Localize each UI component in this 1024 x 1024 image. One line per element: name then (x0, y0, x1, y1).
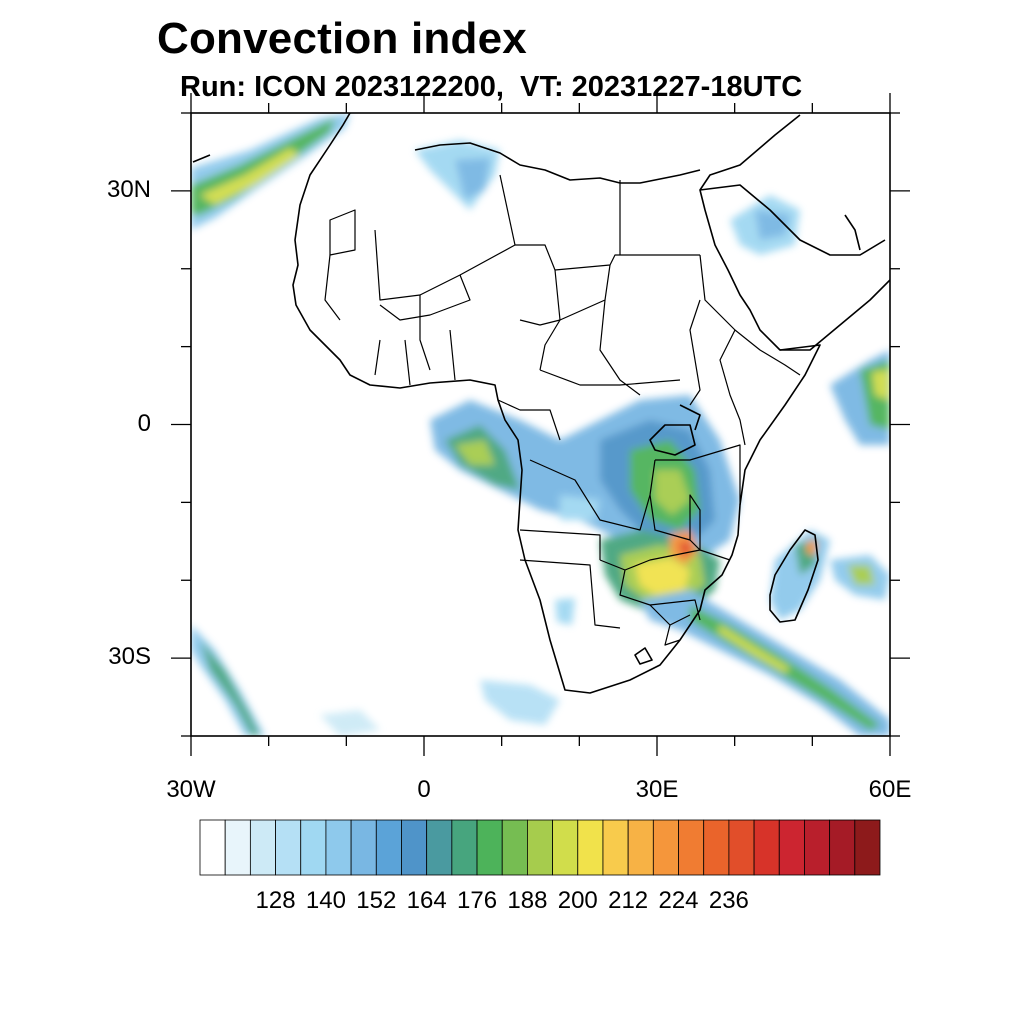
convection-field (191, 113, 890, 736)
y-tick-label: 30S (108, 643, 151, 671)
colorbar-swatch (804, 819, 831, 876)
colorbar-swatch (552, 819, 579, 876)
colorbar-swatch (426, 819, 453, 876)
x-tick-label: 60E (868, 776, 912, 803)
colorbar-swatch (829, 819, 856, 876)
coastlines (192, 113, 890, 694)
colorbar-label: 200 (557, 887, 598, 914)
colorbar-swatch (678, 819, 705, 876)
colorbar-swatch (476, 819, 503, 876)
colorbar-swatch (300, 819, 327, 876)
y-tick-label: 0 (137, 409, 151, 437)
colorbar-swatch (652, 819, 679, 876)
colorbar-swatch (753, 819, 780, 876)
chart-title: Convection index (157, 14, 527, 63)
colorbar-swatch (501, 819, 528, 876)
colorbar-swatch (451, 819, 478, 876)
colorbar-label: 212 (608, 887, 649, 914)
colorbar-swatch (401, 819, 428, 876)
country-borders (324, 174, 801, 646)
colorbar-swatch (703, 819, 730, 876)
chart-subtitle: Run: ICON 2023122200, VT: 20231227-18UTC (180, 71, 803, 103)
colorbar-swatch (527, 819, 553, 876)
x-tick-label: 0 (417, 776, 431, 803)
colorbar-swatch (728, 819, 755, 876)
colorbar-label: 188 (507, 887, 548, 914)
colorbar-swatch (854, 819, 881, 876)
y-tick-label: 30N (106, 175, 151, 203)
colorbar-swatch (602, 819, 629, 876)
colorbar-label: 128 (255, 887, 296, 914)
colorbar-swatch (778, 819, 805, 876)
colorbar-swatch (199, 819, 226, 876)
colorbar-label: 164 (406, 887, 447, 914)
x-tick-label: 30E (635, 776, 679, 803)
colorbar-swatch (249, 819, 276, 876)
axis-ticks (171, 93, 910, 756)
colorbar-swatch (577, 819, 604, 876)
colorbar-swatch (224, 819, 251, 876)
colorbar-swatch (350, 819, 377, 876)
colorbar (199, 819, 881, 876)
colorbar-label: 140 (305, 887, 346, 914)
colorbar-swatch (375, 819, 402, 876)
colorbar-label: 176 (457, 887, 498, 914)
x-tick-label: 30W (166, 776, 216, 803)
colorbar-label: 152 (356, 887, 397, 914)
colorbar-label: 224 (658, 887, 699, 914)
colorbar-label: 236 (708, 887, 749, 914)
colorbar-swatch (275, 819, 302, 876)
colorbar-swatch (325, 819, 352, 876)
colorbar-swatch (627, 819, 654, 876)
